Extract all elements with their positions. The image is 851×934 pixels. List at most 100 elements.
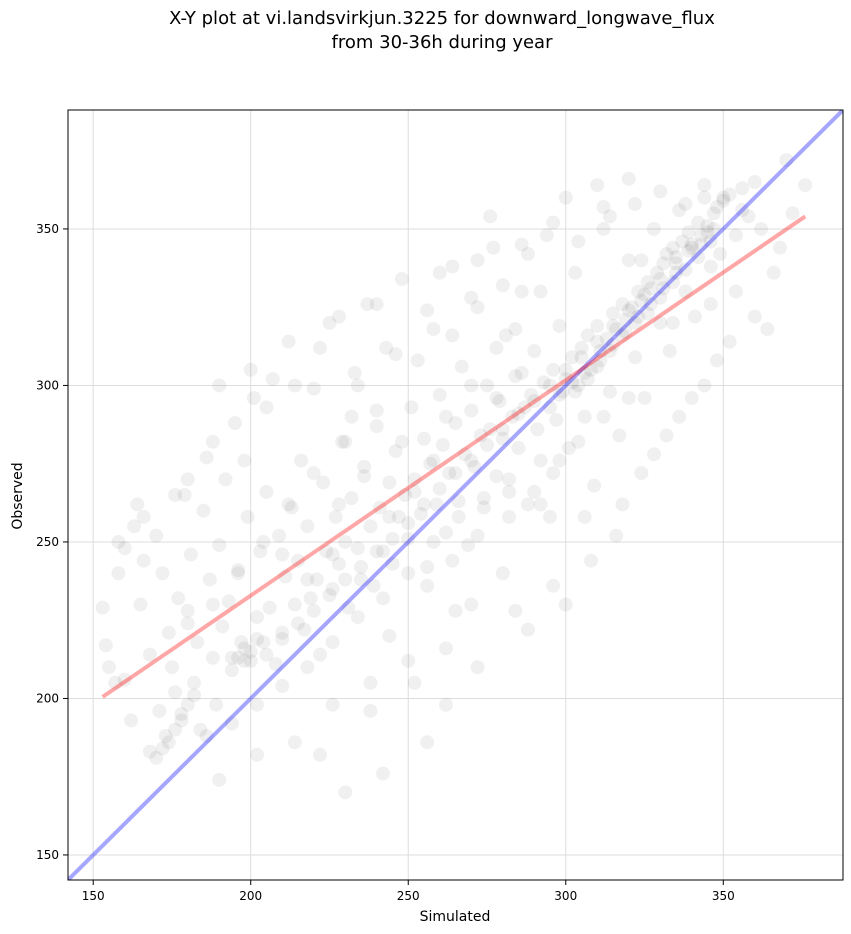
scatter-point [325, 697, 340, 712]
scatter-point [684, 237, 699, 252]
y-axis-label: Observed [10, 462, 26, 529]
scatter-point [306, 466, 321, 481]
scatter-point [322, 588, 337, 603]
scatter-point [338, 785, 353, 800]
scatter-point [369, 297, 384, 312]
scatter-point [442, 466, 457, 481]
scatter-point [164, 660, 179, 675]
scatter-point [448, 466, 463, 481]
scatter-point [401, 516, 416, 531]
scatter-point [558, 362, 573, 377]
scatter-point [227, 416, 242, 431]
scatter-point [672, 203, 687, 218]
scatter-point [653, 184, 668, 199]
scatter-point [316, 475, 331, 490]
scatter-point [256, 534, 271, 549]
scatter-point [445, 328, 460, 343]
scatter-point [561, 441, 576, 456]
scatter-point [637, 287, 652, 302]
scatter-point [297, 622, 312, 637]
scatter-point [158, 729, 173, 744]
scatter-point [476, 500, 491, 515]
scatter-point [464, 597, 479, 612]
scatter-point [502, 472, 517, 487]
scatter-point [624, 300, 639, 315]
scatter-point [413, 506, 428, 521]
scatter-point [309, 572, 324, 587]
scatter-point [508, 603, 523, 618]
scatter-point [439, 697, 454, 712]
scatter-point [527, 394, 542, 409]
scatter-point [350, 541, 365, 556]
scatter-point [306, 603, 321, 618]
x-tick-label: 300 [554, 889, 577, 903]
scatter-point [357, 469, 372, 484]
scatter-point [495, 431, 510, 446]
scatter-point [700, 218, 715, 233]
scatter-point [634, 466, 649, 481]
scatter-point [798, 178, 813, 193]
scatter-point [205, 650, 220, 665]
scatter-point [331, 497, 346, 512]
scatter-point [432, 265, 447, 280]
scatter-point [747, 309, 762, 324]
scatter-point [439, 409, 454, 424]
scatter-point [287, 597, 302, 612]
scatter-point [385, 556, 400, 571]
scatter-point [161, 625, 176, 640]
scatter-point [180, 616, 195, 631]
x-tick-label: 250 [397, 889, 420, 903]
scatter-point [684, 390, 699, 405]
scatter-point [168, 685, 183, 700]
scatter-point [423, 456, 438, 471]
scatter-point [290, 553, 305, 568]
scatter-point [754, 221, 769, 236]
grid-lines [68, 110, 843, 880]
scatter-point [306, 381, 321, 396]
scatter-point [643, 281, 658, 296]
scatter-point [268, 657, 283, 672]
scatter-point [703, 297, 718, 312]
scatter-point [174, 707, 189, 722]
scatter-point [760, 322, 775, 337]
scatter-point [205, 597, 220, 612]
scatter-point [678, 262, 693, 277]
scatter-point [127, 519, 142, 534]
scatter-point [341, 600, 356, 615]
scatter-point [212, 378, 227, 393]
scatter-point [533, 284, 548, 299]
scatter-point [713, 246, 728, 261]
scatter-point [149, 750, 164, 765]
scatter-point [697, 178, 712, 193]
scatter-point [451, 494, 466, 509]
scatter-point [202, 572, 217, 587]
scatter-point [543, 509, 558, 524]
scatter-point [473, 428, 488, 443]
scatter-point [218, 472, 233, 487]
scatter-point [716, 190, 731, 205]
scatter-point [565, 375, 580, 390]
scatter-point [426, 322, 441, 337]
scatter-point [634, 253, 649, 268]
scatter-point [662, 344, 677, 359]
scatter-point [187, 675, 202, 690]
scatter-point [464, 290, 479, 305]
scatter-point [250, 631, 265, 646]
scatter-point [621, 303, 636, 318]
scatter-point [108, 675, 123, 690]
scatter-point [300, 519, 315, 534]
scatter-point [256, 635, 271, 650]
scatter-point [703, 234, 718, 249]
scatter-point [571, 434, 586, 449]
scatter-point [155, 741, 170, 756]
scatter-point [555, 384, 570, 399]
scatter-point [489, 390, 504, 405]
scatter-point [511, 441, 526, 456]
scatter-point [259, 400, 274, 415]
scatter-point [388, 444, 403, 459]
scatter-point [275, 625, 290, 640]
scatter-point [590, 178, 605, 193]
scatter-point [536, 375, 551, 390]
scatter-point [558, 597, 573, 612]
scatter-point [628, 315, 643, 330]
